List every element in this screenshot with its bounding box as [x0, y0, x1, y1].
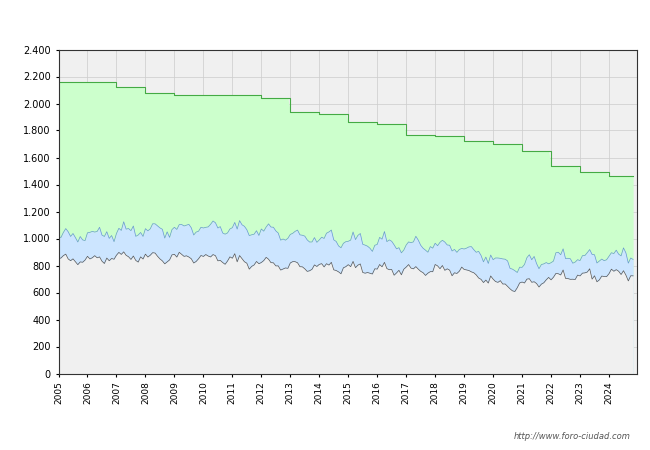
- Text: Villafranca del Bierzo - Evolucion de la poblacion en edad de Trabajar Noviembre: Villafranca del Bierzo - Evolucion de la…: [60, 13, 590, 26]
- Text: http://www.foro-ciudad.com: http://www.foro-ciudad.com: [514, 432, 630, 441]
